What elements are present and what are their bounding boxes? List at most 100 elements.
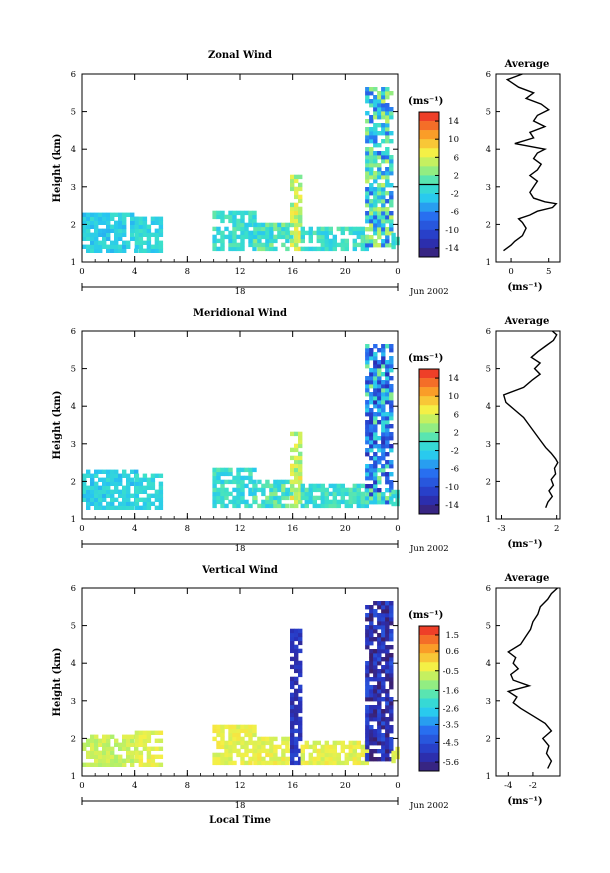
vertical-heatmap-cell-425 bbox=[360, 752, 365, 758]
meridional-heatmap-cell-412 bbox=[360, 495, 365, 501]
zonal-heatmap-cell-592 bbox=[385, 155, 390, 160]
meridional-heatmap-cell-36 bbox=[98, 489, 103, 494]
zonal-heatmap-cell-563 bbox=[381, 139, 386, 144]
vertical-heatmap-cell-31 bbox=[102, 754, 107, 759]
vertical-colorbar-frame bbox=[418, 625, 440, 772]
zonal-heatmap-cell-77 bbox=[118, 248, 123, 253]
meridional-profile-title: Average bbox=[504, 316, 550, 327]
vertical-heatmap-cell-334 bbox=[298, 724, 303, 730]
vertical-y-tick-label-5: 6 bbox=[71, 584, 76, 594]
zonal-heatmap-cell-584 bbox=[385, 199, 390, 204]
vertical-heatmap-cell-70 bbox=[126, 746, 131, 751]
meridional-heatmap-cell-187 bbox=[224, 503, 229, 509]
zonal-heatmap-cell-160 bbox=[158, 224, 164, 229]
meridional-heatmap-cell-546 bbox=[377, 360, 382, 365]
meridional-heatmap-cell-356 bbox=[316, 495, 321, 501]
zonal-heatmap-cell-292 bbox=[285, 238, 290, 244]
meridional-heatmap-cell-477 bbox=[369, 376, 374, 381]
meridional-heatmap-cell-92 bbox=[126, 493, 131, 498]
vertical-heatmap-cell-309 bbox=[294, 716, 299, 722]
zonal-heatmap-cell-359 bbox=[316, 238, 321, 244]
zonal-heatmap-cell-361 bbox=[316, 230, 321, 236]
vertical-heatmap-cell-382 bbox=[324, 748, 329, 754]
vertical-heatmap-cell-475 bbox=[369, 713, 374, 718]
meridional-heatmap-cell-353 bbox=[312, 487, 317, 493]
vertical-heatmap-cell-632 bbox=[389, 749, 394, 754]
zonal-heatmap-cell-6 bbox=[82, 216, 87, 221]
zonal-heatmap-cell-462 bbox=[369, 171, 374, 176]
vertical-x-tick-label-5: 20 bbox=[340, 781, 351, 791]
zonal-heatmap-cell-125 bbox=[138, 224, 144, 229]
vertical-heatmap-cell-523 bbox=[373, 625, 378, 630]
meridional-heatmap-cell-72 bbox=[114, 473, 119, 478]
vertical-heatmap-cell-329 bbox=[298, 756, 303, 762]
vertical-heatmap-cell-465 bbox=[365, 605, 370, 610]
zonal-heatmap-cell-331 bbox=[298, 238, 303, 244]
vertical-heatmap-cell-118 bbox=[150, 746, 156, 751]
meridional-heatmap-cell-398 bbox=[348, 487, 353, 493]
meridional-heatmap-cell-621 bbox=[389, 444, 394, 449]
vertical-heatmap-cell-606 bbox=[385, 709, 390, 714]
meridional-colorbar-swatch-4 bbox=[419, 405, 439, 415]
vertical-heatmap-cell-89 bbox=[134, 742, 140, 747]
zonal-heatmap-cell-438 bbox=[365, 135, 370, 140]
zonal-heatmap-cell-569 bbox=[381, 107, 386, 112]
vertical-heatmap-cell-635 bbox=[389, 737, 394, 742]
vertical-x-tick-label-3: 12 bbox=[235, 781, 246, 791]
zonal-heatmap-cell-547 bbox=[381, 223, 386, 228]
meridional-heatmap-cell-222 bbox=[240, 467, 245, 473]
zonal-heatmap-cell-446 bbox=[365, 87, 370, 92]
zonal-colorbar-unit: (ms⁻¹) bbox=[408, 96, 443, 107]
zonal-heatmap-cell-124 bbox=[138, 228, 144, 233]
zonal-heatmap-cell-387 bbox=[340, 242, 345, 248]
meridional-heatmap-cell-23 bbox=[94, 505, 99, 510]
zonal-heatmap-cell-34 bbox=[94, 216, 99, 221]
meridional-heatmap-cell-37 bbox=[98, 485, 103, 490]
meridional-colorbar-label-7: -14 bbox=[445, 501, 459, 511]
zonal-heatmap-cell-527 bbox=[377, 175, 382, 180]
meridional-heatmap-cell-112 bbox=[134, 505, 140, 510]
meridional-heatmap-cell-169 bbox=[212, 467, 217, 473]
meridional-heatmap-cell-276 bbox=[277, 483, 282, 489]
zonal-heatmap-cell-41 bbox=[98, 220, 103, 225]
zonal-heatmap-cell-325 bbox=[294, 194, 299, 200]
vertical-heatmap-cell-539 bbox=[377, 701, 382, 706]
vertical-heatmap-cell-105 bbox=[142, 734, 148, 739]
meridional-heatmap-cell-627 bbox=[389, 408, 394, 413]
zonal-heatmap-cell-277 bbox=[273, 246, 278, 252]
vertical-colorbar-swatch-2 bbox=[419, 644, 439, 654]
zonal-heatmap-cell-68 bbox=[114, 248, 119, 253]
zonal-heatmap-cell-257 bbox=[261, 246, 266, 252]
vertical-heatmap-cell-41 bbox=[106, 746, 111, 751]
vertical-colorbar-swatch-7 bbox=[419, 689, 439, 699]
meridional-heatmap-cell-275 bbox=[277, 487, 282, 493]
zonal-heatmap-cell-119 bbox=[138, 248, 144, 253]
zonal-heatmap-cell-293 bbox=[285, 234, 290, 240]
vertical-heatmap-cell-169 bbox=[228, 724, 233, 730]
vertical-heatmap-cell-665 bbox=[391, 750, 396, 756]
zonal-heatmap-cell-229 bbox=[248, 234, 253, 240]
vertical-heatmap-cell-494 bbox=[369, 621, 374, 626]
meridional-heatmap-cell-52 bbox=[106, 485, 111, 490]
meridional-heatmap-cell-334 bbox=[298, 431, 303, 437]
vertical-heatmap-cell-514 bbox=[373, 673, 378, 678]
vertical-heatmap-cell-161 bbox=[228, 756, 233, 762]
zonal-heatmap-cell-623 bbox=[389, 159, 394, 164]
meridional-heatmap-cell-475 bbox=[369, 384, 374, 389]
zonal-heatmap-cell-479 bbox=[373, 243, 378, 248]
zonal-heatmap-cell-296 bbox=[285, 222, 290, 228]
vertical-heatmap-cell-490 bbox=[369, 637, 374, 642]
vertical-heatmap-cell-91 bbox=[134, 734, 140, 739]
meridional-heatmap-cell-535 bbox=[377, 404, 382, 409]
vertical-heatmap-cell-343 bbox=[298, 672, 303, 678]
vertical-heatmap-cell-79 bbox=[130, 738, 135, 743]
vertical-heatmap-cell-48 bbox=[110, 750, 115, 755]
vertical-heatmap-cell-166 bbox=[228, 736, 233, 742]
zonal-heatmap-cell-227 bbox=[248, 242, 253, 248]
zonal-heatmap-cell-178 bbox=[220, 238, 225, 244]
zonal-heatmap-cell-183 bbox=[220, 210, 225, 216]
zonal-heatmap-cell-138 bbox=[146, 236, 152, 241]
meridional-heatmap-cell-49 bbox=[106, 501, 111, 506]
meridional-profile-y-tick-label-5: 6 bbox=[486, 327, 491, 337]
zonal-heatmap-cell-133 bbox=[142, 220, 148, 225]
